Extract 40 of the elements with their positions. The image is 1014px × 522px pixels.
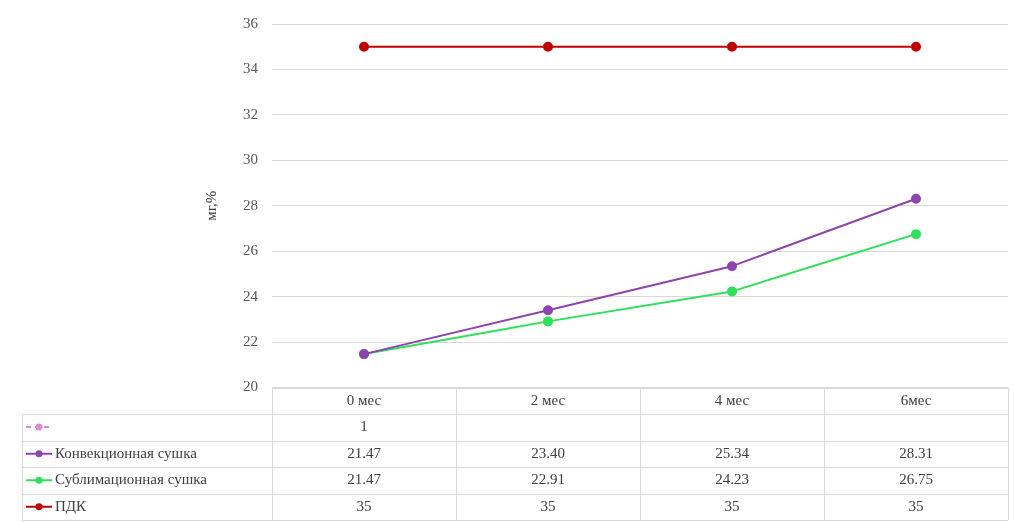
- point: [911, 229, 921, 240]
- data-label: 35: [356, 497, 372, 514]
- y-tick-label: 34: [243, 60, 259, 77]
- point: [359, 41, 369, 52]
- data-label: 35: [908, 497, 924, 514]
- point: [727, 261, 737, 272]
- point: [543, 316, 553, 327]
- legend-label: Сублимационная сушка: [55, 471, 208, 488]
- x-tick-label: 6мес: [900, 391, 932, 408]
- data-label: 35: [724, 497, 740, 514]
- data-label: 21.47: [347, 444, 382, 461]
- data-label: 22.91: [531, 471, 565, 488]
- legend-label: Конвекционная сушка: [55, 444, 198, 461]
- point: [543, 305, 553, 316]
- data-label: 21.47: [347, 471, 382, 488]
- y-tick-label: 22: [243, 333, 258, 349]
- legend-label: ПДК: [55, 497, 88, 514]
- point: [543, 41, 553, 52]
- data-label: 28.31: [899, 444, 933, 461]
- data-label: 24.23: [715, 471, 749, 488]
- y-tick-label: 28: [243, 196, 258, 213]
- data-label: 23.40: [531, 444, 565, 461]
- point: [911, 193, 921, 204]
- x-tick-label: 4 мес: [714, 391, 750, 408]
- y-tick-label: 30: [243, 151, 258, 168]
- data-label: 35: [540, 497, 556, 514]
- y-tick-label: 36: [243, 14, 259, 31]
- x-tick-label: 0 мес: [346, 391, 382, 408]
- y-tick-label: 24: [243, 287, 259, 304]
- y-tick-label: 26: [243, 242, 259, 259]
- data-label: 26.75: [899, 471, 933, 488]
- point: [727, 41, 737, 52]
- point: [727, 286, 737, 297]
- y-tick-label: 20: [243, 378, 258, 395]
- point: [911, 41, 921, 52]
- text: 1: [360, 418, 368, 435]
- y-axis-title: мг,%: [202, 190, 219, 221]
- y-tick-label: 32: [243, 105, 258, 122]
- data-label: 25.34: [715, 444, 750, 461]
- x-tick-label: 2 мес: [530, 391, 566, 408]
